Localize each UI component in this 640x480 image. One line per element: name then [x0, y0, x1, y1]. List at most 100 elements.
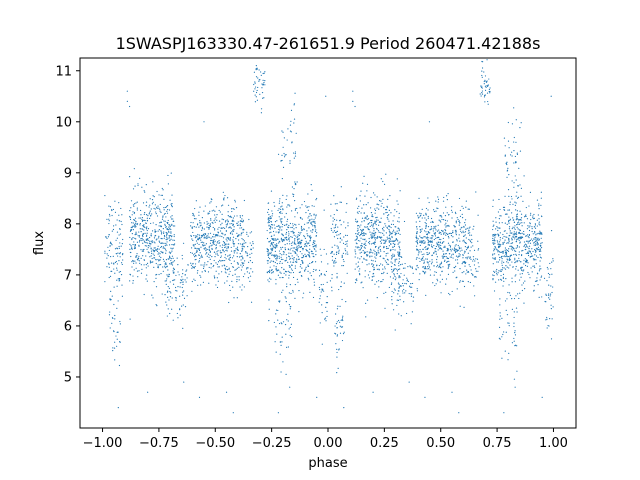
scatter-point	[275, 268, 277, 270]
scatter-point	[539, 260, 541, 262]
scatter-point	[422, 256, 424, 258]
scatter-point	[442, 266, 444, 268]
scatter-point	[530, 255, 532, 258]
scatter-point	[122, 253, 124, 255]
scatter-point	[114, 211, 117, 213]
scatter-point	[213, 275, 215, 277]
scatter-point	[342, 242, 345, 244]
scatter-point	[371, 237, 373, 240]
scatter-point	[297, 256, 299, 258]
scatter-point	[425, 271, 427, 273]
scatter-point	[298, 289, 300, 292]
scatter-point	[203, 237, 205, 239]
scatter-point	[197, 284, 199, 286]
scatter-point	[481, 92, 483, 94]
scatter-point	[171, 223, 173, 225]
scatter-point	[323, 273, 326, 275]
scatter-point	[509, 256, 511, 258]
scatter-point	[514, 386, 516, 388]
scatter-point	[331, 250, 334, 253]
scatter-point	[213, 241, 215, 244]
scatter-point	[507, 322, 509, 324]
scatter-point	[458, 234, 460, 236]
scatter-point	[357, 257, 359, 259]
scatter-point	[134, 217, 137, 219]
scatter-point	[166, 237, 168, 239]
scatter-point	[281, 154, 283, 156]
scatter-point	[533, 226, 535, 228]
scatter-point	[160, 226, 162, 228]
scatter-point	[230, 262, 232, 265]
scatter-point	[290, 247, 292, 249]
scatter-point	[104, 236, 107, 238]
scatter-point	[505, 278, 507, 280]
scatter-point	[224, 259, 226, 262]
scatter-point	[112, 228, 115, 231]
scatter-point	[210, 263, 212, 265]
scatter-point	[416, 257, 418, 259]
scatter-point	[455, 259, 457, 261]
scatter-point	[306, 250, 309, 252]
scatter-point	[504, 222, 506, 224]
scatter-point	[424, 396, 426, 398]
scatter-point	[427, 244, 429, 246]
scatter-point	[355, 218, 357, 220]
scatter-point	[262, 83, 264, 85]
scatter-point	[118, 202, 120, 204]
scatter-point	[116, 269, 118, 271]
scatter-point	[499, 237, 501, 239]
scatter-point	[371, 219, 373, 222]
scatter-point	[135, 256, 137, 258]
scatter-point	[428, 266, 431, 268]
scatter-point	[142, 255, 144, 257]
scatter-point	[465, 257, 467, 259]
scatter-point	[153, 266, 155, 268]
scatter-point	[416, 241, 418, 244]
scatter-point	[339, 201, 341, 203]
scatter-point	[310, 250, 313, 253]
scatter-point	[109, 206, 112, 208]
scatter-point	[256, 99, 258, 101]
scatter-point	[440, 261, 443, 263]
scatter-point	[520, 213, 523, 215]
scatter-point	[399, 255, 401, 257]
scatter-point	[234, 269, 236, 271]
scatter-point	[379, 245, 381, 247]
scatter-point	[336, 276, 338, 278]
scatter-point	[313, 240, 315, 242]
scatter-point	[279, 260, 281, 263]
scatter-point	[369, 252, 371, 254]
scatter-point	[513, 182, 515, 184]
scatter-point	[391, 262, 393, 264]
scatter-point	[481, 93, 484, 95]
scatter-point	[418, 252, 420, 254]
x-tick-label: 0.25	[370, 436, 399, 451]
scatter-point	[509, 230, 511, 232]
scatter-point	[419, 215, 421, 217]
scatter-point	[371, 214, 373, 216]
scatter-point	[200, 222, 202, 224]
scatter-point	[232, 217, 234, 219]
scatter-point	[367, 274, 370, 276]
scatter-point	[285, 231, 288, 234]
scatter-point	[516, 370, 518, 372]
scatter-point	[131, 226, 133, 229]
scatter-point	[312, 296, 315, 299]
scatter-point	[171, 224, 173, 226]
scatter-point	[516, 197, 519, 199]
scatter-point	[433, 252, 435, 254]
scatter-point	[284, 260, 287, 262]
scatter-point	[499, 243, 501, 245]
scatter-point	[255, 96, 257, 98]
scatter-point	[506, 236, 508, 238]
scatter-point	[304, 243, 306, 245]
scatter-point	[506, 242, 508, 244]
scatter-point	[209, 258, 211, 260]
scatter-point	[525, 248, 527, 251]
scatter-point	[155, 277, 157, 279]
scatter-point	[314, 227, 316, 229]
scatter-point	[336, 356, 338, 358]
scatter-point	[220, 227, 222, 229]
scatter-point	[446, 250, 448, 252]
scatter-point	[145, 201, 148, 203]
